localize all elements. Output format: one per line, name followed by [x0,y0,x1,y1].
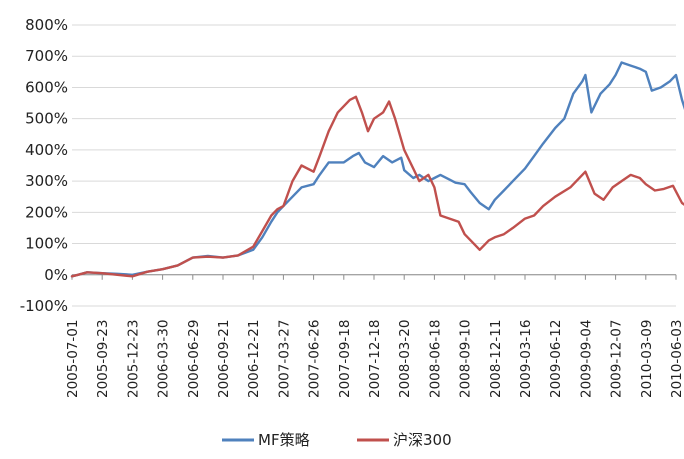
y-tick-label: 300% [25,172,68,190]
x-tick-label: 2010-03-09 [639,320,655,398]
x-tick-label: 2007-06-26 [307,320,323,398]
x-tick-label: 2006-09-21 [216,320,232,398]
x-tick-label: 2009-03-16 [518,320,534,398]
x-tick-label: 2009-06-12 [548,320,564,398]
x-tick-label: 2008-06-18 [427,320,443,398]
legend-label: 沪深300 [393,431,452,449]
series-line-mf [70,61,684,278]
y-tick-label: 800% [25,16,68,34]
x-tick-label: 2006-06-29 [186,320,202,398]
x-tick-label: 2009-12-07 [609,320,625,398]
x-tick-label: 2007-12-18 [367,320,383,398]
y-tick-label: 100% [25,235,68,253]
x-tick-label: 2008-12-11 [488,320,504,398]
x-tick-label: 2007-09-18 [337,320,353,398]
y-tick-label: 700% [25,47,68,65]
y-tick-label: -100% [20,297,68,315]
x-tick-label: 2005-07-01 [65,320,81,398]
x-tick-label: 2010-06-03 [669,320,684,398]
y-tick-label: 0% [44,266,68,284]
x-tick-label: 2005-09-23 [95,320,111,398]
y-tick-label: 600% [25,78,68,96]
y-tick-label: 200% [25,203,68,221]
series-line-hs300 [70,95,684,278]
x-tick-label: 2009-09-04 [578,320,594,398]
y-tick-label: 400% [25,141,68,159]
legend-label: MF策略 [258,431,310,449]
y-tick-label: 500% [25,110,68,128]
x-tick-label: 2006-12-21 [246,320,262,398]
x-tick-label: 2008-03-20 [397,320,413,398]
x-tick-label: 2005-12-23 [125,320,141,398]
x-tick-label: 2006-03-30 [156,320,172,398]
x-tick-label: 2008-09-10 [458,320,474,398]
x-tick-label: 2007-03-27 [276,320,292,398]
